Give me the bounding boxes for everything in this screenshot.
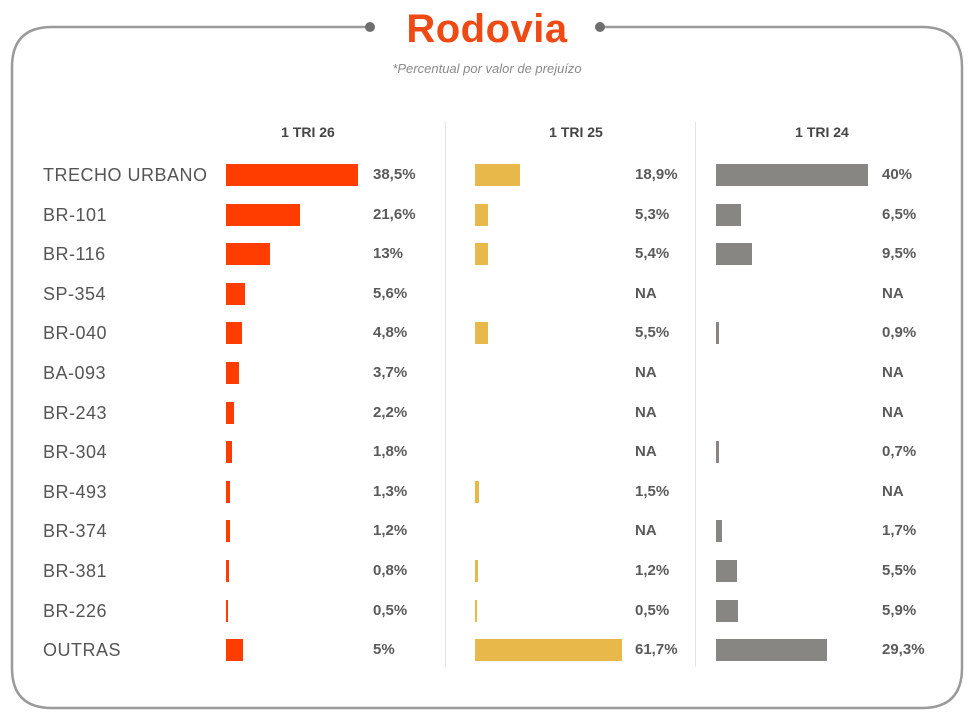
value-label: 21,6%: [373, 205, 416, 223]
bar: [226, 362, 239, 384]
frame-dot-right: [595, 22, 605, 32]
bar: [716, 639, 828, 662]
bar: [716, 560, 737, 582]
bar: [226, 599, 228, 622]
category-label: BR-243: [43, 402, 108, 423]
value-label: 29,3%: [882, 641, 925, 659]
bar: [226, 401, 234, 424]
value-label: 13%: [373, 245, 404, 263]
column-header-3: 1 TRI 24: [795, 124, 849, 140]
bar: [716, 520, 723, 543]
frame-dot-left: [365, 22, 375, 32]
bar: [716, 243, 753, 266]
value-label: NA: [882, 284, 904, 302]
column-divider-1: [445, 122, 446, 667]
bar: [716, 599, 739, 622]
value-label: 5,4%: [635, 245, 670, 263]
value-label: 38,5%: [373, 166, 416, 183]
value-label: 0,8%: [373, 562, 408, 579]
bar: [716, 164, 868, 186]
value-label: 40%: [882, 166, 913, 183]
bar: [226, 322, 243, 345]
value-label: 1,7%: [882, 522, 917, 540]
bar: [226, 164, 358, 186]
category-label: SP-354: [43, 283, 107, 304]
value-label: NA: [635, 522, 657, 540]
value-label: 0,5%: [373, 601, 408, 619]
bar: [475, 243, 488, 266]
bar: [226, 282, 246, 305]
value-label: 5,6%: [373, 284, 408, 302]
bar: [226, 639, 244, 662]
value-label: NA: [635, 364, 657, 381]
value-label: 4,8%: [373, 324, 408, 342]
value-label: 1,8%: [373, 443, 408, 461]
bar: [716, 441, 719, 464]
bar: [475, 203, 488, 226]
value-label: 0,9%: [882, 324, 917, 342]
bar: [226, 480, 231, 503]
value-label: NA: [882, 403, 904, 421]
bar: [226, 203, 300, 226]
category-label: BR-226: [43, 600, 108, 621]
bar: [475, 639, 623, 662]
value-label: 1,5%: [635, 482, 670, 500]
column-header-2: 1 TRI 25: [549, 124, 603, 140]
category-label: TRECHO URBANO: [43, 165, 208, 185]
value-label: NA: [635, 443, 657, 461]
value-label: 1,2%: [635, 562, 670, 579]
value-label: 3,7%: [373, 364, 408, 381]
bar: [226, 441, 233, 464]
value-label: 1,2%: [373, 522, 408, 540]
bar: [475, 560, 478, 582]
bar: [475, 322, 489, 345]
category-label: BR-374: [43, 521, 108, 542]
value-label: NA: [635, 403, 657, 421]
value-label: 2,2%: [373, 403, 408, 421]
category-label: BA-093: [43, 363, 107, 383]
value-label: 0,5%: [635, 601, 670, 619]
value-label: 5,3%: [635, 205, 670, 223]
value-label: 5,5%: [635, 324, 670, 342]
category-label: BR-116: [43, 244, 106, 265]
category-label: OUTRAS: [43, 640, 122, 661]
bar: [226, 243, 271, 266]
bar: [226, 560, 229, 582]
value-label: 0,7%: [882, 443, 917, 461]
bar: [475, 164, 521, 186]
column-header-1: 1 TRI 26: [281, 124, 335, 140]
category-label: BR-493: [43, 481, 108, 502]
bar: [226, 520, 231, 543]
value-label: 6,5%: [882, 205, 917, 223]
category-label: BR-304: [43, 442, 108, 463]
value-label: 1,3%: [373, 482, 408, 500]
bar: [716, 322, 720, 345]
category-label: BR-101: [43, 204, 108, 225]
value-label: 5,5%: [882, 562, 917, 579]
chart-title: Rodovia: [406, 7, 568, 51]
value-label: NA: [882, 364, 904, 381]
column-divider-2: [695, 122, 696, 667]
category-label: BR-040: [43, 323, 108, 344]
frame-border: [10, 25, 964, 710]
value-label: 9,5%: [882, 245, 917, 263]
value-label: 5%: [373, 641, 395, 659]
value-label: 61,7%: [635, 641, 678, 659]
value-label: NA: [635, 284, 657, 302]
bar: [716, 203, 741, 226]
value-label: 18,9%: [635, 166, 678, 183]
value-label: NA: [882, 482, 904, 500]
value-label: 5,9%: [882, 601, 917, 619]
bar: [475, 599, 477, 622]
category-label: BR-381: [43, 561, 108, 581]
bar: [475, 480, 479, 503]
chart-subtitle: *Percentual por valor de prejuízo: [392, 61, 582, 76]
